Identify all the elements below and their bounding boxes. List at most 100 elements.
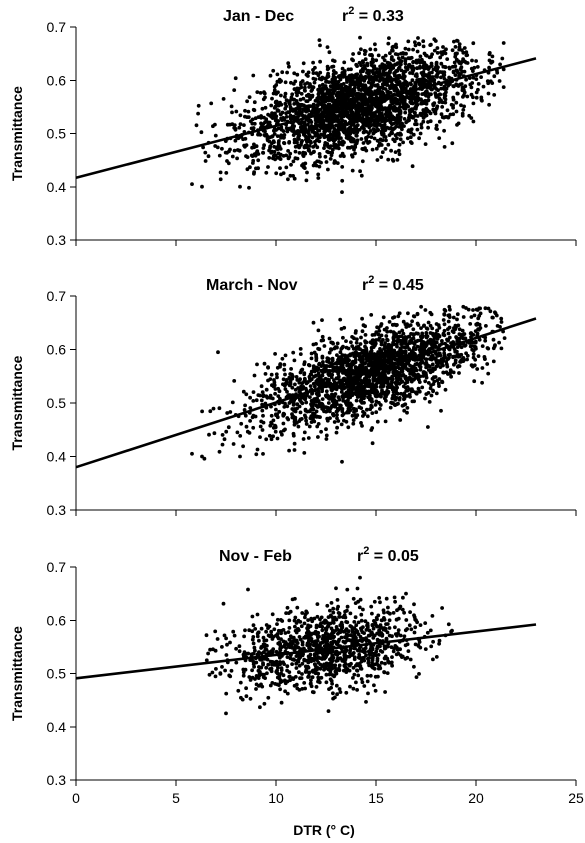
data-point bbox=[430, 339, 434, 343]
data-point bbox=[289, 95, 294, 100]
data-point bbox=[309, 351, 314, 356]
x-tick-label: 5 bbox=[172, 790, 180, 806]
data-point bbox=[362, 376, 367, 381]
data-point bbox=[455, 69, 460, 74]
data-point bbox=[389, 359, 394, 364]
data-point bbox=[397, 311, 402, 316]
data-point bbox=[274, 413, 278, 418]
data-point bbox=[293, 144, 298, 149]
data-point bbox=[390, 48, 394, 53]
data-point bbox=[276, 109, 281, 113]
data-point bbox=[286, 149, 290, 153]
data-point bbox=[230, 400, 235, 405]
data-point bbox=[326, 372, 331, 376]
data-point bbox=[378, 107, 382, 112]
data-point bbox=[297, 404, 302, 409]
data-point bbox=[339, 327, 344, 331]
data-point bbox=[383, 419, 388, 424]
data-point bbox=[337, 140, 341, 144]
data-point bbox=[458, 67, 463, 72]
data-point bbox=[457, 332, 462, 337]
data-point bbox=[472, 344, 477, 349]
data-point bbox=[480, 380, 484, 385]
data-point bbox=[285, 394, 290, 398]
data-point bbox=[272, 380, 277, 385]
data-point bbox=[376, 53, 381, 58]
data-point bbox=[370, 411, 375, 415]
data-point bbox=[206, 154, 211, 159]
data-point bbox=[422, 60, 427, 65]
data-point bbox=[346, 101, 351, 105]
data-point bbox=[353, 331, 358, 335]
data-point bbox=[410, 319, 414, 324]
data-point bbox=[328, 113, 333, 118]
data-point bbox=[461, 336, 465, 341]
data-point bbox=[399, 391, 403, 396]
data-point bbox=[385, 326, 389, 330]
data-point bbox=[194, 123, 199, 128]
data-point bbox=[424, 64, 429, 68]
data-point bbox=[313, 384, 317, 389]
data-point bbox=[423, 98, 428, 103]
data-point bbox=[340, 151, 345, 156]
data-point bbox=[426, 125, 430, 130]
data-point bbox=[291, 433, 296, 438]
data-point bbox=[441, 318, 446, 322]
data-point bbox=[344, 85, 349, 89]
data-point bbox=[403, 46, 408, 51]
data-point bbox=[431, 67, 436, 72]
data-point bbox=[461, 356, 466, 360]
data-point bbox=[452, 60, 457, 65]
data-point bbox=[272, 144, 277, 149]
data-point bbox=[361, 384, 366, 389]
data-point bbox=[262, 143, 266, 148]
data-point bbox=[446, 319, 451, 324]
data-point bbox=[310, 675, 315, 680]
data-point bbox=[326, 134, 331, 138]
data-point bbox=[374, 77, 379, 82]
data-point bbox=[389, 63, 394, 67]
data-point bbox=[268, 73, 273, 78]
data-point bbox=[434, 352, 439, 356]
data-point bbox=[423, 142, 428, 147]
data-point bbox=[437, 351, 442, 356]
data-point bbox=[435, 104, 440, 109]
data-point bbox=[393, 88, 397, 93]
data-point bbox=[423, 379, 428, 384]
data-point bbox=[292, 137, 297, 142]
data-point bbox=[391, 137, 396, 142]
data-point bbox=[262, 91, 267, 96]
data-point bbox=[431, 342, 435, 347]
data-point bbox=[308, 395, 312, 399]
data-point bbox=[340, 165, 345, 169]
data-point bbox=[261, 420, 266, 425]
data-point bbox=[295, 101, 300, 105]
data-point bbox=[233, 126, 238, 131]
data-point bbox=[334, 430, 339, 435]
data-point bbox=[426, 368, 431, 372]
data-point bbox=[283, 353, 288, 358]
data-point bbox=[391, 101, 396, 105]
data-point bbox=[327, 80, 331, 84]
data-point bbox=[278, 364, 282, 369]
data-point bbox=[283, 387, 288, 391]
data-point bbox=[417, 136, 421, 141]
data-point bbox=[451, 84, 456, 89]
data-point bbox=[190, 451, 194, 456]
data-point bbox=[281, 377, 286, 382]
data-point bbox=[312, 616, 317, 621]
data-point bbox=[251, 425, 256, 430]
data-point bbox=[393, 403, 397, 407]
data-point bbox=[374, 330, 379, 334]
data-point bbox=[426, 364, 431, 368]
data-point bbox=[308, 384, 313, 388]
data-point bbox=[325, 45, 330, 49]
data-point bbox=[224, 171, 229, 175]
data-point bbox=[248, 395, 253, 400]
data-point bbox=[446, 331, 451, 336]
data-point bbox=[212, 431, 217, 436]
data-point bbox=[407, 118, 411, 123]
data-point bbox=[244, 392, 249, 397]
data-point bbox=[279, 102, 284, 107]
